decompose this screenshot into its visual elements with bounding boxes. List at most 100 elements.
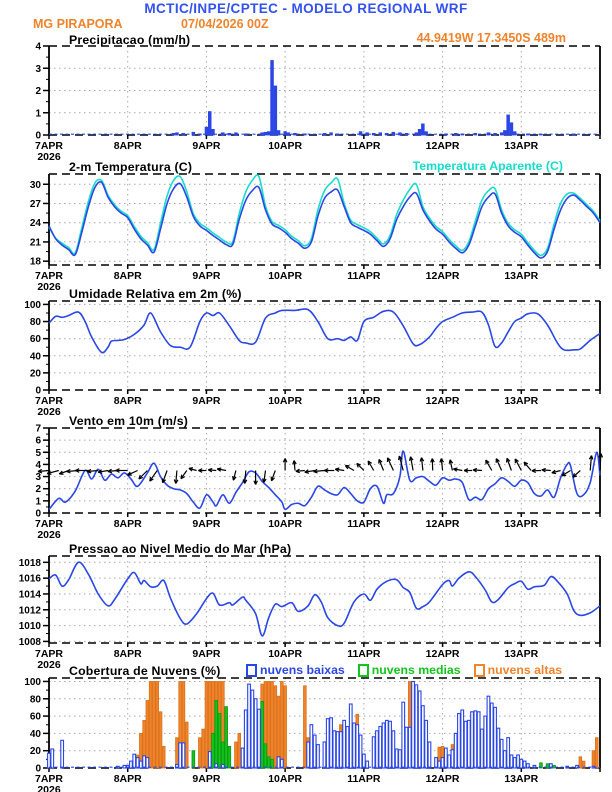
- svg-text:8APR: 8APR: [114, 518, 142, 530]
- svg-text:9APR: 9APR: [192, 395, 220, 407]
- svg-text:6: 6: [35, 436, 41, 447]
- svg-text:11APR: 11APR: [347, 518, 381, 530]
- svg-text:12APR: 12APR: [426, 518, 460, 530]
- apparent-temperature-legend: Temperatura Aparente (C): [412, 159, 563, 173]
- svg-text:2026: 2026: [37, 151, 61, 163]
- svg-text:11APR: 11APR: [347, 270, 381, 282]
- svg-text:1008: 1008: [19, 637, 42, 648]
- svg-text:1: 1: [35, 108, 41, 119]
- svg-text:13APR: 13APR: [504, 270, 538, 282]
- svg-text:10APR: 10APR: [268, 140, 302, 152]
- svg-text:80: 80: [30, 317, 42, 328]
- svg-text:18: 18: [30, 257, 42, 268]
- svg-text:21: 21: [30, 237, 42, 248]
- mid-clouds-swatch-icon: [357, 663, 369, 677]
- svg-text:0: 0: [35, 131, 41, 142]
- svg-text:12APR: 12APR: [426, 270, 460, 282]
- svg-text:2026: 2026: [37, 406, 61, 418]
- panel-title-precipitation: Precipitacao (mm/h): [69, 33, 191, 47]
- svg-text:13APR: 13APR: [504, 518, 538, 530]
- svg-text:13APR: 13APR: [504, 648, 538, 660]
- svg-text:8APR: 8APR: [114, 395, 142, 407]
- panel-5: 0 20 40 60 80 100 7APR 8APR 9APR 10APR 11APR 12APR 1…: [24, 677, 601, 792]
- svg-text:10APR: 10APR: [268, 270, 302, 282]
- svg-text:7APR: 7APR: [35, 140, 63, 152]
- legend-item-high-clouds: nuvens altas: [473, 663, 563, 677]
- svg-text:11APR: 11APR: [347, 773, 381, 785]
- svg-text:3: 3: [35, 64, 41, 75]
- svg-text:80: 80: [30, 694, 42, 705]
- svg-text:7APR: 7APR: [35, 395, 63, 407]
- low-clouds-swatch-icon: [246, 663, 257, 677]
- station-name: MG PIRAPORA: [33, 17, 123, 31]
- legend-item-mid-clouds: nuvens medias: [357, 663, 461, 677]
- panel-0: 0 1 2 3 4 7APR 8APR 9APR 10APR 11APR 12APR 13APR 202…: [35, 42, 601, 163]
- svg-text:10APR: 10APR: [268, 518, 302, 530]
- panel-2: 0 20 40 60 80 100 7APR 8APR 9APR 10APR 11APR 12APR 1…: [24, 300, 601, 418]
- svg-text:3: 3: [35, 472, 41, 483]
- svg-text:8APR: 8APR: [114, 648, 142, 660]
- svg-text:9APR: 9APR: [192, 140, 220, 152]
- svg-text:9APR: 9APR: [192, 270, 220, 282]
- panel-title-wind: Vento em 10m (m/s): [69, 414, 189, 428]
- svg-text:27: 27: [30, 199, 42, 210]
- panel-title-pressure: Pressao ao Nivel Medio do Mar (hPa): [69, 542, 292, 556]
- svg-text:2026: 2026: [37, 529, 61, 541]
- svg-text:11APR: 11APR: [347, 140, 381, 152]
- svg-text:40: 40: [30, 351, 42, 362]
- cloud-legend: nuvens baixas nuvens medias nuvens altas: [246, 663, 562, 677]
- svg-text:8APR: 8APR: [114, 270, 142, 282]
- legend-label-low-clouds: nuvens baixas: [260, 663, 345, 677]
- svg-text:40: 40: [30, 729, 42, 740]
- legend-label-high-clouds: nuvens altas: [487, 663, 563, 677]
- svg-text:7APR: 7APR: [35, 648, 63, 660]
- svg-text:30: 30: [30, 180, 42, 191]
- svg-text:7: 7: [35, 424, 41, 435]
- svg-text:13APR: 13APR: [504, 773, 538, 785]
- panel-1: 18 21 24 27 30 7APR 8APR 9APR 10APR 11APR 12APR 13A…: [30, 173, 601, 293]
- svg-text:13APR: 13APR: [504, 140, 538, 152]
- svg-text:9APR: 9APR: [192, 518, 220, 530]
- run-datetime: 07/04/2026 00Z: [181, 17, 269, 31]
- svg-text:2026: 2026: [37, 281, 61, 293]
- legend-item-low-clouds: nuvens baixas: [246, 663, 345, 677]
- page-title: MCTIC/INPE/CPTEC - MODELO REGIONAL WRF: [144, 1, 468, 16]
- svg-text:0: 0: [35, 764, 41, 775]
- svg-text:1010: 1010: [19, 621, 42, 632]
- svg-text:9APR: 9APR: [192, 648, 220, 660]
- svg-text:9APR: 9APR: [192, 773, 220, 785]
- panel-4: 1008 1010 1012 1014 1016 1018 7APR 8APR 9APR 10AP…: [19, 555, 601, 671]
- svg-text:7APR: 7APR: [35, 518, 63, 530]
- panel-title-humidity: Umidade Relativa em 2m (%): [69, 287, 242, 301]
- svg-text:12APR: 12APR: [426, 773, 460, 785]
- svg-text:10APR: 10APR: [268, 648, 302, 660]
- svg-text:10APR: 10APR: [268, 773, 302, 785]
- svg-text:13APR: 13APR: [504, 395, 538, 407]
- svg-text:12APR: 12APR: [426, 395, 460, 407]
- svg-text:1016: 1016: [19, 574, 42, 585]
- svg-text:60: 60: [30, 334, 42, 345]
- svg-text:11APR: 11APR: [347, 648, 381, 660]
- station-coordinates: 44.9419W 17.3450S 489m: [416, 31, 566, 45]
- svg-text:1018: 1018: [19, 558, 42, 569]
- panel-title-clouds: Cobertura de Nuvens (%): [69, 664, 221, 678]
- svg-text:20: 20: [30, 368, 42, 379]
- svg-text:5: 5: [35, 448, 41, 459]
- svg-text:7APR: 7APR: [35, 773, 63, 785]
- svg-text:11APR: 11APR: [347, 395, 381, 407]
- svg-text:8APR: 8APR: [114, 140, 142, 152]
- svg-text:7APR: 7APR: [35, 270, 63, 282]
- svg-text:12APR: 12APR: [426, 648, 460, 660]
- svg-text:2026: 2026: [37, 784, 61, 792]
- svg-text:100: 100: [24, 300, 41, 311]
- svg-text:4: 4: [35, 42, 41, 53]
- svg-text:4: 4: [35, 460, 41, 471]
- legend-label-mid-clouds: nuvens medias: [371, 663, 461, 677]
- svg-text:1012: 1012: [19, 605, 42, 616]
- svg-text:60: 60: [30, 712, 42, 723]
- svg-text:12APR: 12APR: [426, 140, 460, 152]
- svg-text:100: 100: [24, 677, 41, 688]
- svg-text:2026: 2026: [37, 659, 61, 671]
